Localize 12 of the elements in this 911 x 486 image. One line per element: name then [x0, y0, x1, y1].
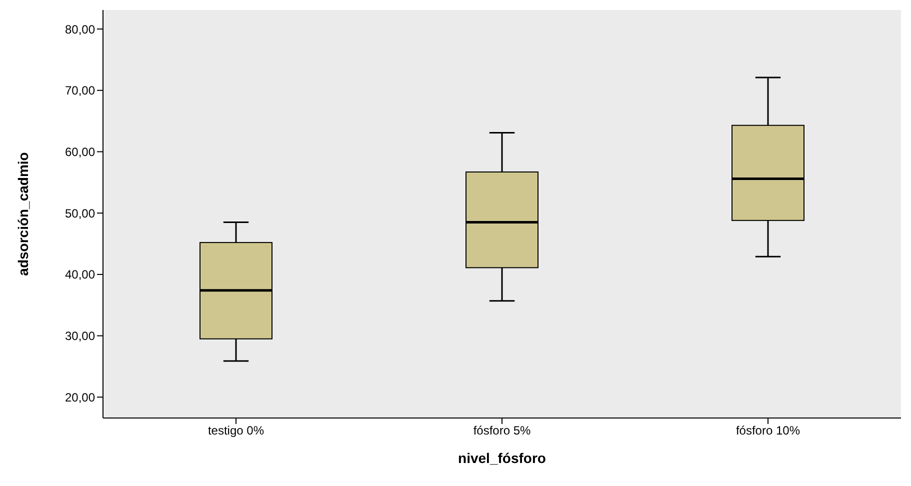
y-tick-label: 30,00: [64, 329, 96, 344]
y-tick-label: 70,00: [64, 84, 96, 98]
y-tick-label: 80,00: [64, 22, 96, 36]
x-tick-label: testigo 0%: [208, 424, 264, 438]
y-tick-label: 40,00: [64, 268, 96, 282]
x-tick-label: fósforo 10%: [736, 424, 800, 438]
x-axis-title: nivel_fósforo: [458, 450, 546, 466]
y-tick-label: 20,00: [64, 390, 96, 404]
x-tick-label: fósforo 5%: [473, 424, 532, 438]
y-tick-label: 50,00: [64, 206, 96, 220]
y-axis-title: adsorción_cadmio: [14, 152, 31, 276]
y-tick-label: 60,00: [64, 144, 96, 159]
